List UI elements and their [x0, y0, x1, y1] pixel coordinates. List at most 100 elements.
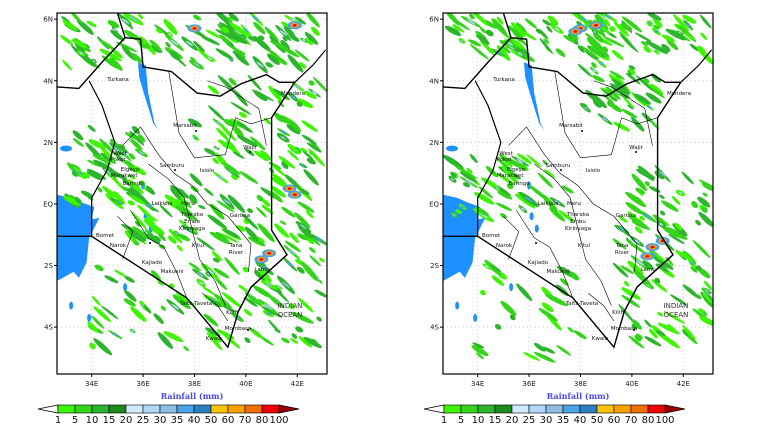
rain-cell-heavy	[300, 224, 307, 229]
rain-cell	[469, 154, 478, 164]
rain-cell	[281, 161, 289, 170]
rain-cell	[450, 17, 470, 31]
rain-cell	[654, 252, 667, 264]
rain-cell	[207, 85, 219, 95]
rain-cell	[695, 219, 701, 226]
rain-cell	[247, 74, 262, 91]
rain-cell	[238, 111, 247, 118]
rain-cell	[625, 191, 647, 208]
rain-cell	[691, 201, 699, 209]
rain-cell	[286, 124, 301, 135]
rain-cell	[647, 13, 662, 21]
rain-cell	[230, 101, 252, 115]
rain-cell	[138, 13, 144, 19]
place-label: Kilifi	[612, 310, 624, 316]
rain-cell	[618, 215, 628, 223]
place-label: Kwale	[592, 336, 609, 342]
place-label: Marakwet	[111, 173, 139, 179]
rain-cell	[618, 303, 635, 323]
rain-cell	[168, 235, 177, 244]
rain-cell	[541, 302, 554, 313]
rain-cell	[205, 29, 222, 39]
rain-cell	[700, 32, 708, 40]
lon-tick-label: 42E	[677, 380, 690, 388]
rain-cell	[314, 289, 327, 298]
rain-cell-heavy	[206, 268, 214, 275]
rain-cell	[227, 194, 246, 213]
rain-cell	[316, 316, 322, 322]
rain-cell	[628, 215, 651, 231]
rain-cell	[541, 194, 559, 213]
rain-cell	[127, 179, 144, 195]
rain-cell	[87, 124, 96, 132]
rain-cell	[164, 194, 179, 204]
rain-cell	[228, 13, 239, 22]
place-label: Meru	[181, 201, 195, 207]
country-border	[57, 13, 126, 90]
place-label: OCEAN	[278, 311, 303, 319]
rain-cell-heavy	[267, 251, 272, 255]
rain-cell	[229, 22, 250, 38]
place-label: Kitui	[578, 243, 591, 249]
rain-cell	[124, 132, 138, 140]
rain-cell	[298, 188, 310, 195]
lon-tick-label: 38E	[574, 380, 587, 388]
rain-cell	[297, 233, 308, 241]
rain-cell	[157, 280, 165, 286]
lon-tick-label: 40E	[625, 380, 638, 388]
lat-tick-label: 4N	[43, 77, 53, 85]
rain-cell	[196, 237, 215, 251]
colorbar-label: 10	[472, 415, 485, 426]
rain-cell	[613, 121, 631, 132]
colorbar-label: 35	[557, 415, 570, 426]
rain-cell	[546, 25, 553, 33]
rain-cell	[567, 327, 574, 333]
rain-cell	[211, 251, 223, 262]
rain-cell	[253, 150, 269, 162]
rain-cell	[289, 232, 299, 244]
rain-cell	[259, 268, 272, 283]
rain-cell	[86, 170, 103, 181]
lon-tick-label: 36E	[522, 380, 535, 388]
rain-cell	[228, 77, 237, 86]
rain-cell	[609, 103, 623, 113]
rain-cell	[204, 187, 214, 196]
rain-cell-heavy	[593, 30, 597, 33]
colorbar-swatch	[596, 404, 615, 414]
rain-cell-heavy	[704, 289, 709, 293]
rain-cell	[702, 192, 708, 197]
place-label: Bomet	[482, 233, 501, 239]
rain-cell	[480, 177, 498, 188]
rain-cell	[143, 305, 152, 314]
rain-cell	[224, 257, 240, 275]
county-border	[168, 71, 272, 159]
rain-cell	[232, 151, 245, 159]
town-marker	[560, 169, 562, 171]
rain-cell	[649, 328, 658, 339]
rain-cell	[270, 163, 286, 177]
rain-cell-heavy	[117, 201, 121, 204]
rain-cell	[490, 264, 502, 272]
rain-cell	[257, 223, 275, 243]
rain-cell	[698, 308, 705, 313]
rain-cell	[596, 14, 605, 23]
rain-cell	[253, 21, 266, 35]
rain-cell	[243, 296, 258, 307]
rain-cell	[620, 23, 633, 32]
rain-cell	[128, 153, 136, 160]
rain-cell	[311, 26, 320, 36]
county-border	[508, 126, 638, 272]
rain-cell	[236, 121, 253, 133]
rain-cell-heavy	[194, 136, 198, 140]
colorbar-label: 70	[239, 415, 252, 426]
rain-cell	[229, 167, 238, 176]
town-marker	[581, 130, 583, 132]
rain-cell	[278, 155, 296, 169]
colorbar-swatch	[477, 404, 496, 414]
colorbar-label: 30	[540, 415, 553, 426]
place-label: Marsabit	[173, 123, 198, 129]
lon-tick-label: 42E	[291, 380, 304, 388]
rain-cell	[159, 204, 173, 218]
colorbar-label: 70	[625, 415, 638, 426]
colorbar-label: 20	[120, 415, 133, 426]
